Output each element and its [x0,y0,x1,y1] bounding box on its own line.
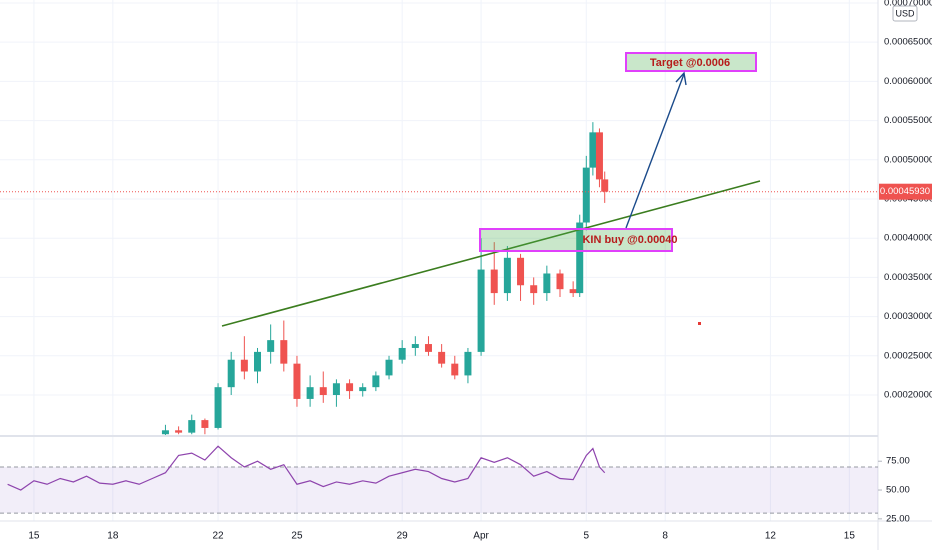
x-tick-label: 5 [584,531,590,542]
y-tick-label: 0.00050000 [884,154,932,165]
candle-body [346,383,354,392]
candle-body [411,344,419,348]
currency: USD [895,8,915,18]
annotation: Target @0.0006 [650,57,730,69]
candle-body [332,383,340,396]
candle-body [227,359,235,388]
candle-body [477,269,485,352]
candle-body [372,375,380,388]
candle-body [161,430,169,435]
candle-body [490,269,498,294]
rsi-line [7,445,606,491]
candle-body [595,132,603,180]
candle-body [267,340,275,352]
candle-body [464,351,472,376]
candle-body [359,387,367,392]
candle-body [517,257,525,286]
candle-body [306,387,314,399]
candle-body [569,289,577,294]
candle-body [385,359,393,376]
candle-body [503,257,511,294]
y-tick-label: 75.00 [886,456,910,467]
rsi-band [0,466,878,514]
candle-body [175,430,183,433]
annotation: KIN buy @0.00040 [582,234,677,246]
dot [698,322,701,325]
x-tick-label: 8 [662,531,668,542]
y-tick-label: 0.00060000 [884,76,932,87]
y-tick-label: 0.00065000 [884,37,932,48]
x-tick-label: 29 [397,531,409,542]
candle-body [240,359,248,372]
y-tick-label: 0.00070000 [884,0,932,8]
candle-body [601,179,609,192]
y-tick-label: 0.00025000 [884,350,932,361]
candle-body [280,340,288,364]
candle-body [188,420,196,433]
x-tick-label: 15 [844,531,856,542]
grid [0,0,878,521]
y-tick-label: 0.00020000 [884,390,932,401]
candle-body [254,351,262,372]
candle-body [438,351,446,364]
candle-body [530,285,538,294]
candle-body [293,363,301,399]
x-tick-label: 22 [212,531,224,542]
arrow-head [675,71,687,86]
candle-body [319,387,327,396]
arrow [625,73,685,229]
y-tick-label: 0.00035000 [884,272,932,283]
y-tick-label: 0.00030000 [884,311,932,322]
candle-body [582,167,590,223]
x-tick-label: 15 [28,531,40,542]
y-tick-label: 25.00 [886,513,910,524]
currency-badge [892,5,918,22]
x-tick-label: 12 [765,531,777,542]
candle-body [398,347,406,360]
candle-body [576,222,584,294]
candle-body [556,273,564,290]
last-price-label: 0.00045930 [880,186,930,197]
pane-separator [0,435,878,437]
y-tick-label: 0.00040000 [884,233,932,244]
candle-body [589,132,597,168]
x-tick-label: 25 [291,531,303,542]
candle-body [451,363,459,376]
x-tick-label: 18 [107,531,119,542]
target-zone [625,52,757,72]
last-price-badge [879,183,932,200]
candle-body [543,273,551,294]
y-tick-label: 0.00055000 [884,115,932,126]
x-tick-label: Apr [473,531,489,542]
candle-body [424,344,432,352]
marks [0,122,878,514]
candle-body [214,387,222,428]
buy-zone [479,228,673,252]
y-tick-label: 50.00 [886,485,910,496]
candle-body [201,420,209,428]
trend-line [221,180,761,327]
